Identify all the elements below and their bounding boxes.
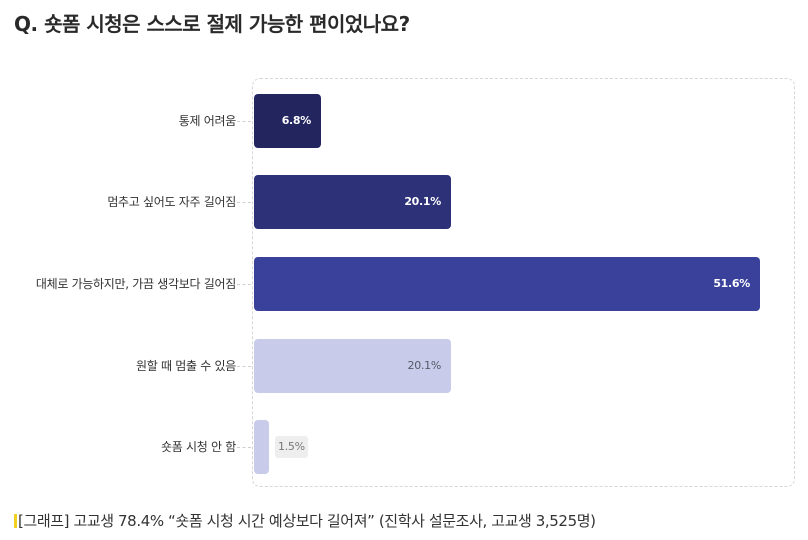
chart-title: Q. 숏폼 시청은 스스로 절제 가능한 편이었나요?: [14, 12, 410, 36]
category-label: 숏폼 시청 안 함: [161, 440, 236, 454]
category-label: 대체로 가능하지만, 가끔 생각보다 길어짐: [35, 277, 236, 291]
bar-row: 대체로 가능하지만, 가끔 생각보다 길어짐 51.6%: [0, 257, 808, 311]
bar: 51.6%: [254, 257, 760, 311]
value-label: 20.1%: [404, 195, 441, 208]
value-label: 51.6%: [713, 277, 750, 290]
category-label: 원할 때 멈출 수 있음: [136, 359, 236, 373]
plot-area-frame: [252, 78, 795, 487]
axis-tick: [237, 284, 251, 285]
caption-text: [그래프] 고교생 78.4% “숏폼 시청 시간 예상보다 길어져” (진학사…: [18, 512, 596, 530]
value-label: 1.5%: [275, 436, 308, 458]
axis-tick: [237, 447, 251, 448]
bar: 20.1%: [254, 175, 451, 229]
chart-caption: [그래프] 고교생 78.4% “숏폼 시청 시간 예상보다 길어져” (진학사…: [14, 510, 596, 531]
category-label: 멈추고 싶어도 자주 길어짐: [107, 195, 236, 209]
axis-tick: [237, 202, 251, 203]
bar: 6.8%: [254, 94, 321, 148]
caption-marker: [14, 514, 17, 528]
value-label: 20.1%: [407, 359, 442, 372]
bar: 20.1%: [254, 339, 451, 393]
category-label: 통제 어려움: [178, 114, 237, 128]
axis-tick: [237, 121, 251, 122]
bar-row: 통제 어려움 6.8%: [0, 94, 808, 148]
axis-tick: [237, 366, 251, 367]
bar-row: 멈추고 싶어도 자주 길어짐 20.1%: [0, 175, 808, 229]
bar: [254, 420, 269, 474]
value-label: 6.8%: [281, 114, 312, 127]
bar-row: 원할 때 멈출 수 있음 20.1%: [0, 339, 808, 393]
bar-row: 숏폼 시청 안 함 1.5%: [0, 420, 808, 474]
